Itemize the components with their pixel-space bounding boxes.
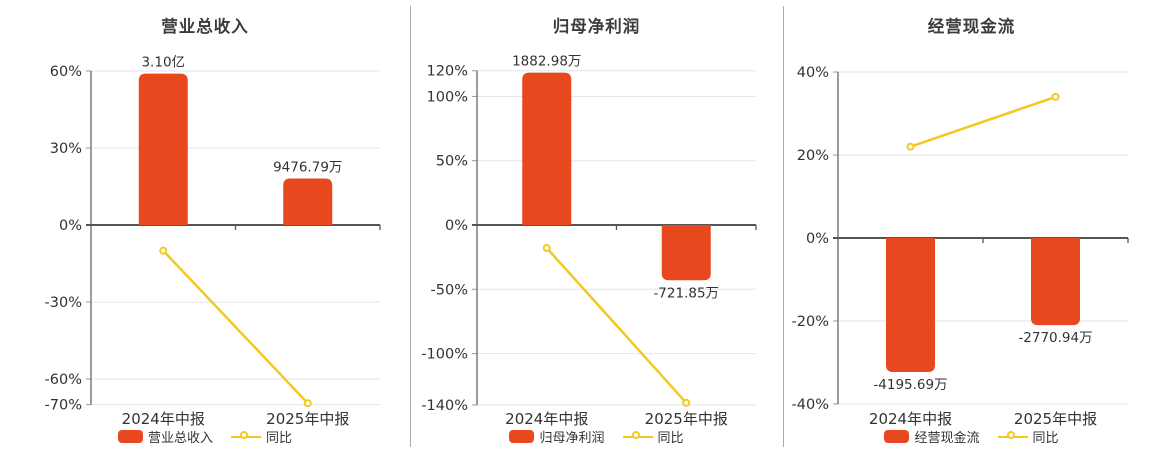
bar: [522, 72, 572, 225]
yoy-marker: [1051, 92, 1060, 101]
bar: [283, 178, 333, 225]
yoy-marker: [542, 244, 551, 253]
line-series-swatch: [231, 430, 261, 443]
legend-item-line-series[interactable]: 同比: [997, 427, 1059, 446]
panel-separator: [410, 6, 411, 447]
x-axis-label: 2025年中报: [266, 410, 349, 428]
y-tick-label: -70%: [45, 398, 82, 414]
y-tick-label: 120%: [427, 64, 468, 80]
legend-label: 同比: [1032, 431, 1059, 446]
x-axis-label: 2024年中报: [869, 410, 952, 428]
line-series-swatch: [622, 430, 653, 443]
y-tick-label: 40%: [797, 65, 829, 81]
y-tick-label: -50%: [431, 282, 468, 298]
bar: [661, 225, 711, 281]
legend-item-bar-series[interactable]: 营业总收入: [117, 427, 213, 446]
x-axis-label: 2024年中报: [122, 410, 205, 428]
x-axis-label: 2025年中报: [1014, 410, 1097, 428]
chart-title-cash-flow: 经营现金流: [927, 17, 1016, 36]
panel-cash-flow: 经营现金流 经营现金流 同比: [783, 0, 1160, 450]
legend-label: 归母净利润: [539, 431, 605, 446]
yoy-marker: [682, 398, 691, 407]
y-tick-label: 0%: [806, 231, 829, 247]
bar: [138, 73, 188, 225]
y-tick-label: 30%: [50, 141, 82, 157]
y-tick-label: 0%: [445, 218, 468, 234]
x-axis-label: 2024年中报: [505, 410, 588, 428]
yoy-marker: [303, 399, 312, 408]
legend-revenue: 营业总收入 同比: [0, 427, 410, 446]
panel-separator: [783, 6, 784, 447]
y-tick-label: -60%: [45, 372, 82, 388]
legend-label: 营业总收入: [147, 431, 213, 446]
y-tick-label: -100%: [421, 347, 468, 363]
panel-net-profit: 归母净利润 归母净利润 同比: [410, 0, 783, 450]
legend-label: 同比: [657, 431, 684, 446]
bar-series-swatch: [117, 430, 143, 443]
y-tick-label: 20%: [797, 148, 829, 164]
y-tick-label: 60%: [50, 64, 82, 80]
bar-value-label: -721.85万: [653, 285, 719, 301]
bar-series-swatch: [884, 430, 910, 443]
line-series-swatch: [997, 430, 1028, 443]
bar-value-label: 1882.98万: [512, 54, 581, 70]
yoy-line: [162, 249, 309, 405]
legend-item-line-series[interactable]: 同比: [622, 427, 684, 446]
yoy-marker: [159, 246, 168, 255]
yoy-line: [545, 247, 688, 404]
yoy-marker: [906, 142, 915, 151]
legend-item-bar-series[interactable]: 归母净利润: [509, 427, 605, 446]
panel-revenue: 营业总收入 营业总收入 同比: [0, 0, 410, 450]
bar-value-label: 3.10亿: [141, 55, 185, 71]
chart-title-net-profit: 归母净利润: [552, 17, 641, 36]
legend-cash-flow: 经营现金流 同比: [783, 427, 1160, 446]
y-tick-label: -20%: [792, 314, 829, 330]
bar-value-label: -2770.94万: [1018, 330, 1092, 346]
legend-item-bar-series[interactable]: 经营现金流: [884, 427, 980, 446]
legend-label: 同比: [266, 431, 293, 446]
y-tick-label: -40%: [792, 397, 829, 413]
y-tick-label: -30%: [45, 295, 82, 311]
legend-item-line-series[interactable]: 同比: [231, 427, 292, 446]
legend-label: 经营现金流: [914, 431, 980, 446]
bar: [886, 238, 935, 373]
y-tick-label: 100%: [427, 89, 468, 105]
x-axis-label: 2025年中报: [645, 410, 728, 428]
y-tick-label: 0%: [59, 218, 82, 234]
bar-series-swatch: [509, 430, 535, 443]
bar-value-label: -4195.69万: [873, 377, 947, 393]
chart-title-revenue: 营业总收入: [161, 17, 249, 36]
y-tick-label: -140%: [421, 398, 468, 414]
yoy-line: [910, 95, 1056, 148]
bar: [1031, 238, 1080, 326]
y-tick-label: 50%: [436, 154, 468, 170]
legend-net-profit: 归母净利润 同比: [410, 427, 783, 446]
bar-value-label: 9476.79万: [273, 160, 342, 176]
